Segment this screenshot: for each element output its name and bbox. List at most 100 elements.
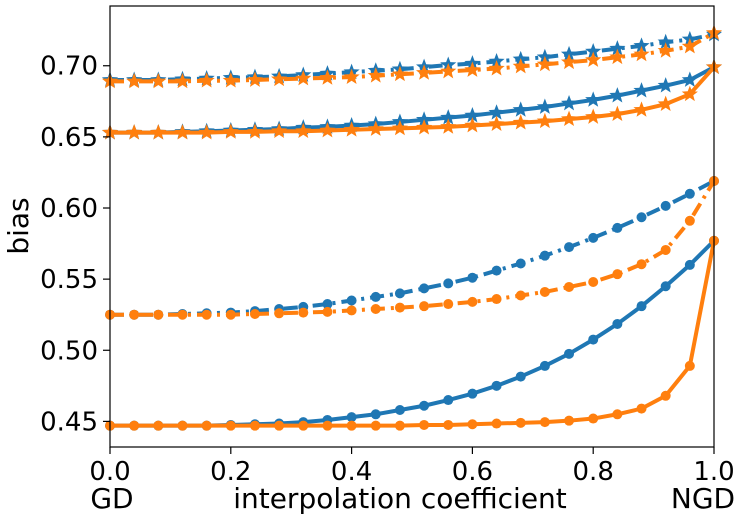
data-point-star bbox=[488, 104, 505, 120]
data-point-circle bbox=[467, 419, 478, 430]
data-point-circle bbox=[588, 276, 599, 287]
data-point-star bbox=[174, 72, 191, 89]
data-point-circle bbox=[177, 420, 188, 431]
data-point-star bbox=[633, 82, 650, 98]
data-point-star bbox=[246, 123, 264, 139]
data-point-circle bbox=[636, 212, 647, 223]
data-point-circle bbox=[467, 388, 478, 399]
data-point-star bbox=[367, 67, 384, 83]
data-point-star bbox=[367, 120, 384, 136]
data-point-circle bbox=[177, 309, 188, 320]
series-orange-circle-solid bbox=[105, 235, 719, 431]
data-point-circle bbox=[636, 403, 647, 414]
data-point-circle bbox=[564, 281, 575, 292]
data-point-circle bbox=[636, 301, 647, 312]
data-point-circle bbox=[467, 296, 478, 307]
data-point-circle bbox=[588, 413, 599, 424]
data-point-circle bbox=[394, 420, 405, 431]
data-point-star bbox=[222, 123, 239, 139]
data-point-circle bbox=[660, 244, 671, 255]
data-point-star bbox=[150, 124, 167, 140]
data-point-circle bbox=[491, 380, 502, 391]
data-point-circle bbox=[370, 304, 381, 315]
data-point-circle bbox=[612, 222, 623, 233]
data-point-circle bbox=[346, 295, 357, 306]
data-point-circle bbox=[153, 420, 164, 431]
data-point-circle bbox=[443, 419, 454, 430]
data-point-circle bbox=[346, 412, 357, 423]
data-point-star bbox=[609, 105, 626, 121]
data-point-circle bbox=[684, 188, 695, 199]
data-point-circle bbox=[588, 232, 599, 243]
data-point-star bbox=[126, 124, 143, 140]
data-point-star bbox=[560, 53, 578, 70]
data-point-star bbox=[464, 61, 481, 77]
data-point-circle bbox=[274, 420, 285, 431]
data-point-star bbox=[295, 122, 312, 139]
data-point-star bbox=[657, 77, 674, 93]
x-axis-end-label: NGD bbox=[671, 482, 735, 515]
data-point-circle bbox=[298, 420, 309, 431]
data-point-circle bbox=[660, 390, 671, 401]
data-point-circle bbox=[322, 306, 333, 317]
data-point-circle bbox=[153, 309, 164, 320]
data-point-star bbox=[681, 71, 698, 87]
data-point-circle bbox=[225, 420, 236, 431]
data-point-circle bbox=[515, 290, 526, 301]
plot-frame bbox=[109, 5, 715, 448]
data-point-circle bbox=[394, 302, 405, 313]
x-axis-start-label: GD bbox=[90, 482, 133, 515]
data-point-star bbox=[633, 101, 650, 117]
data-point-star bbox=[536, 55, 553, 72]
data-point-star bbox=[464, 107, 481, 123]
series-orange-circle-dash-dot bbox=[105, 175, 719, 320]
data-point-circle bbox=[201, 309, 212, 320]
data-point-star bbox=[319, 69, 336, 85]
data-point-circle bbox=[346, 305, 357, 316]
data-point-circle bbox=[298, 307, 309, 318]
data-point-star bbox=[222, 72, 239, 88]
data-point-star bbox=[440, 62, 457, 79]
y-tick-label: 0.50 bbox=[40, 336, 98, 366]
data-point-circle bbox=[419, 283, 430, 294]
data-point-circle bbox=[539, 250, 550, 261]
data-point-star bbox=[609, 48, 626, 65]
data-point-star bbox=[440, 109, 457, 125]
data-point-star bbox=[681, 85, 698, 102]
data-point-circle bbox=[370, 291, 381, 302]
x-tick-label: 1.0 bbox=[693, 457, 734, 487]
data-point-circle bbox=[322, 299, 333, 310]
data-point-star bbox=[512, 114, 529, 130]
data-point-circle bbox=[539, 286, 550, 297]
data-point-circle bbox=[660, 200, 671, 211]
data-point-circle bbox=[539, 417, 550, 428]
data-point-circle bbox=[612, 409, 623, 420]
data-point-star bbox=[488, 115, 505, 131]
x-tick-label: 0.0 bbox=[89, 457, 130, 487]
data-point-star bbox=[416, 119, 433, 135]
data-point-star bbox=[343, 68, 360, 85]
data-point-circle bbox=[467, 272, 478, 283]
data-point-circle bbox=[491, 294, 502, 305]
data-point-circle bbox=[443, 395, 454, 406]
data-point-star bbox=[464, 117, 481, 133]
data-point-star bbox=[198, 124, 215, 140]
data-point-circle bbox=[539, 360, 550, 371]
data-point-circle bbox=[370, 409, 381, 420]
data-point-star bbox=[391, 119, 408, 136]
x-tick-label: 0.4 bbox=[331, 457, 372, 487]
data-point-circle bbox=[419, 301, 430, 312]
data-point-star bbox=[416, 64, 433, 80]
x-axis-label: interpolation coefficient bbox=[233, 482, 567, 515]
data-point-circle bbox=[564, 348, 575, 359]
data-point-circle bbox=[491, 418, 502, 429]
data-point-star bbox=[536, 98, 553, 114]
data-point-circle bbox=[684, 215, 695, 226]
data-point-circle bbox=[129, 309, 140, 320]
data-point-star bbox=[488, 60, 505, 76]
data-point-star bbox=[609, 87, 626, 103]
x-tick-label: 0.8 bbox=[573, 457, 614, 487]
data-point-star bbox=[657, 33, 674, 50]
data-point-star bbox=[657, 42, 674, 58]
